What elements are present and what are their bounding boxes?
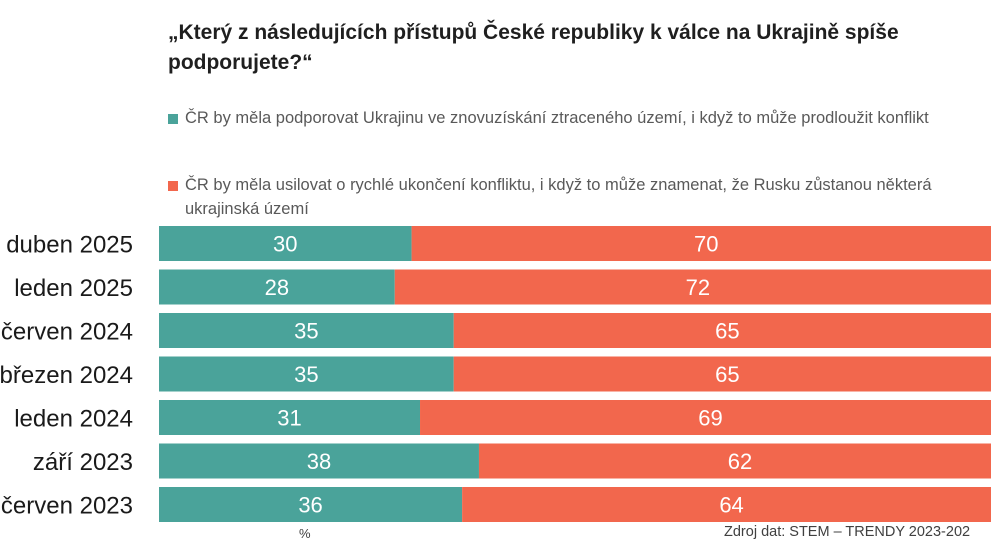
bar-segment-support-ukraine — [159, 400, 421, 435]
legend-item-support-ukraine: ČR by měla podporovat Ukrajinu ve znovuz… — [168, 106, 991, 130]
data-label: 70 — [694, 232, 718, 257]
legend-swatch-red — [168, 181, 178, 191]
category-label: duben 2025 — [6, 232, 133, 259]
category-label: březen 2024 — [0, 362, 133, 389]
bar-segment-end-conflict — [453, 356, 991, 392]
legend-label-end-conflict: ČR by měla usilovat o rychlé ukončení ko… — [185, 176, 932, 218]
data-label: 65 — [715, 319, 739, 344]
bar-segment-support-ukraine — [159, 487, 463, 522]
category-label: červen 2023 — [1, 493, 133, 520]
bar-segment-support-ukraine — [159, 356, 454, 392]
bar-segment-support-ukraine — [159, 226, 412, 261]
chart-title: „Který z následujících přístupů České re… — [168, 21, 899, 74]
data-label: 65 — [715, 362, 739, 387]
data-label: 64 — [719, 493, 743, 518]
bar-segment-support-ukraine — [159, 313, 454, 348]
data-label: 36 — [298, 493, 322, 518]
bar-segment-support-ukraine — [159, 443, 479, 479]
source-note: Zdroj dat: STEM – TRENDY 2023-202 — [724, 524, 971, 540]
bar-segment-end-conflict — [453, 313, 991, 348]
data-label: 69 — [698, 406, 722, 431]
data-label: 28 — [265, 275, 289, 300]
data-label: 62 — [728, 449, 752, 474]
bar-segment-end-conflict — [462, 487, 991, 522]
bar-segment-support-ukraine — [159, 269, 395, 305]
category-label: červen 2024 — [1, 319, 133, 346]
data-label: 72 — [686, 275, 710, 300]
legend-item-end-conflict: ČR by měla usilovat o rychlé ukončení ko… — [168, 173, 991, 221]
bar-segment-end-conflict — [478, 443, 991, 479]
data-label: 30 — [273, 232, 297, 257]
data-label: 38 — [307, 449, 331, 474]
category-label: září 2023 — [33, 449, 133, 476]
legend-label-support-ukraine: ČR by měla podporovat Ukrajinu ve znovuz… — [185, 109, 929, 127]
data-label: 35 — [294, 362, 318, 387]
bar-segment-end-conflict — [420, 400, 991, 435]
bar-segment-end-conflict — [394, 269, 991, 305]
data-label: 31 — [277, 406, 301, 431]
category-label: leden 2024 — [14, 406, 133, 433]
unit-label: % — [299, 526, 311, 541]
bar-segment-end-conflict — [411, 226, 991, 261]
legend-swatch-teal — [168, 114, 178, 124]
data-label: 35 — [294, 319, 318, 344]
category-label: leden 2025 — [14, 275, 133, 302]
